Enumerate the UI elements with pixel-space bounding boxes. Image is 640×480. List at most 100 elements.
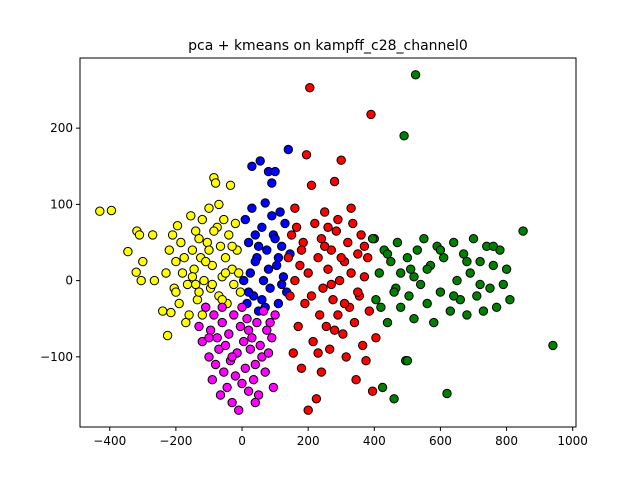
data-point xyxy=(174,298,184,309)
x-tick-label: 400 xyxy=(363,434,386,448)
data-point xyxy=(326,279,336,290)
data-point xyxy=(301,150,312,160)
data-point xyxy=(267,211,277,221)
data-point xyxy=(429,317,439,328)
data-point xyxy=(255,340,265,351)
data-point xyxy=(255,156,265,166)
data-point xyxy=(442,388,452,399)
data-point xyxy=(176,237,186,248)
data-point xyxy=(242,314,252,324)
data-point xyxy=(303,268,313,278)
data-point xyxy=(250,359,261,370)
x-tick-label: 0 xyxy=(238,434,246,448)
data-point xyxy=(389,287,399,297)
data-point xyxy=(366,109,376,120)
data-point xyxy=(220,268,231,278)
data-point xyxy=(202,237,213,248)
data-point xyxy=(505,295,515,305)
data-point xyxy=(285,291,295,301)
data-point xyxy=(501,264,512,274)
data-point xyxy=(131,267,141,277)
data-point xyxy=(415,279,426,290)
data-point xyxy=(328,295,338,305)
data-point xyxy=(167,230,178,240)
data-point xyxy=(308,336,318,347)
data-point xyxy=(323,222,333,233)
data-point xyxy=(336,155,346,165)
data-point xyxy=(465,268,475,278)
data-point xyxy=(306,291,317,301)
data-point xyxy=(262,325,272,335)
data-point xyxy=(158,306,168,316)
data-point xyxy=(325,344,335,354)
data-point xyxy=(361,356,371,366)
data-point xyxy=(252,317,262,328)
data-point xyxy=(488,260,498,271)
data-point xyxy=(219,214,229,225)
data-point xyxy=(217,302,227,312)
data-point xyxy=(245,344,256,354)
data-point xyxy=(313,253,323,263)
data-point xyxy=(227,352,237,362)
data-point xyxy=(277,241,287,252)
data-point xyxy=(237,378,247,389)
data-point xyxy=(311,394,322,404)
data-point xyxy=(402,356,413,366)
data-point xyxy=(161,268,171,278)
data-point xyxy=(359,241,370,252)
data-point xyxy=(230,371,241,381)
data-point xyxy=(409,314,419,324)
data-point xyxy=(247,333,257,343)
data-point xyxy=(270,166,280,177)
data-point xyxy=(239,336,249,347)
data-point xyxy=(402,253,413,263)
data-point xyxy=(162,330,173,341)
data-point xyxy=(263,348,274,358)
data-point xyxy=(201,256,211,267)
data-point xyxy=(278,272,289,282)
data-point xyxy=(220,253,231,263)
data-point xyxy=(204,245,214,255)
data-point xyxy=(315,310,325,320)
x-tick-label: −200 xyxy=(159,434,192,448)
data-point xyxy=(349,317,360,328)
data-point xyxy=(475,256,485,267)
data-point xyxy=(346,268,356,278)
data-point xyxy=(364,306,374,316)
data-point xyxy=(197,214,208,225)
data-point xyxy=(396,302,406,312)
data-point xyxy=(273,253,284,263)
data-point xyxy=(412,245,422,255)
data-point xyxy=(192,295,203,305)
data-point xyxy=(491,302,502,312)
data-point xyxy=(396,268,406,278)
data-point xyxy=(382,249,393,259)
data-point xyxy=(148,230,158,240)
x-tick-label: 600 xyxy=(429,434,452,448)
data-point xyxy=(240,214,251,225)
data-point xyxy=(194,321,204,332)
data-point xyxy=(253,241,264,252)
data-point xyxy=(250,256,261,267)
data-point xyxy=(363,253,373,263)
data-point xyxy=(224,329,234,339)
data-point xyxy=(288,348,298,358)
data-point xyxy=(367,234,378,244)
data-point xyxy=(422,298,432,309)
data-point xyxy=(209,310,219,320)
data-point xyxy=(243,237,254,248)
data-point xyxy=(290,275,300,286)
data-point xyxy=(171,256,181,267)
data-point xyxy=(134,230,145,240)
data-point xyxy=(210,178,221,188)
data-point xyxy=(250,230,261,240)
data-point xyxy=(286,230,297,240)
data-point xyxy=(243,386,254,396)
data-point xyxy=(215,390,226,400)
data-point xyxy=(234,405,244,415)
y-tick-label: 100 xyxy=(50,197,73,211)
data-point xyxy=(277,279,287,290)
data-point xyxy=(248,375,259,385)
data-point xyxy=(201,302,211,312)
